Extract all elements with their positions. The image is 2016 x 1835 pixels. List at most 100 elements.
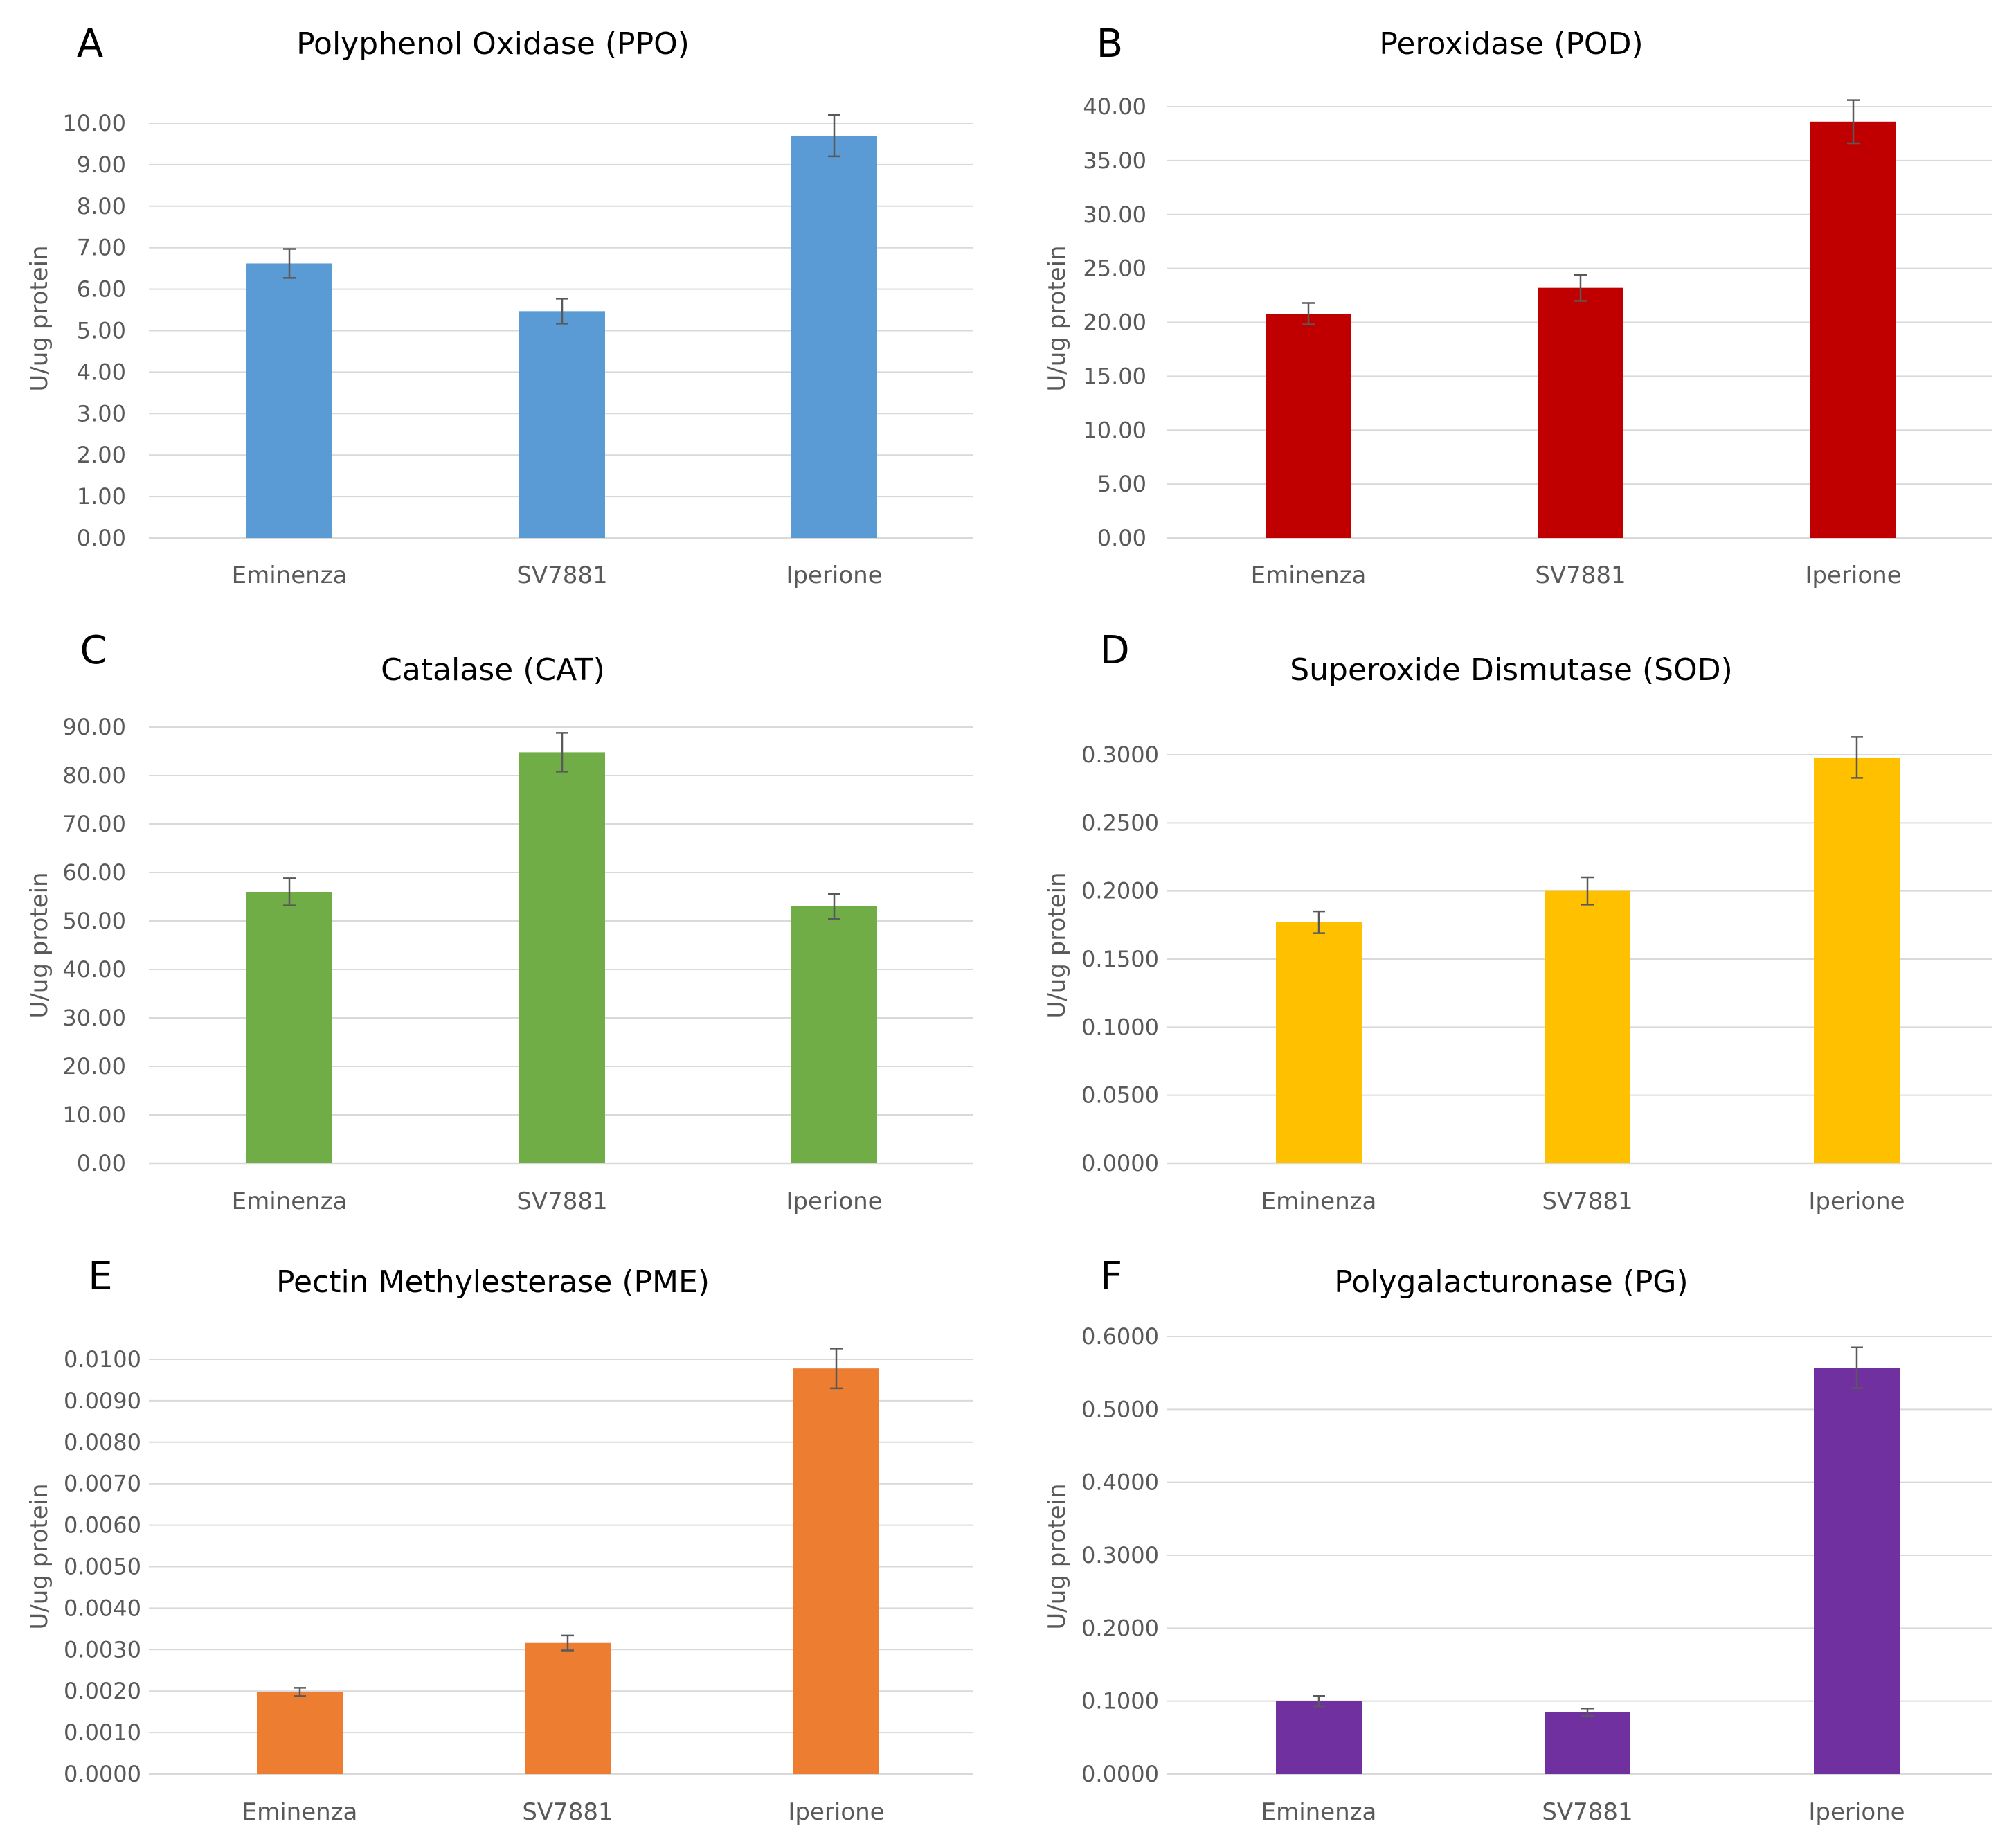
error-bar-c-iperione xyxy=(828,893,840,920)
y-axis-title-e: U/ug protein xyxy=(26,1483,53,1629)
category-label-b: Eminenza xyxy=(1251,562,1367,589)
y-tick-label-c: 30.00 xyxy=(62,1005,126,1031)
bar-f-eminenza xyxy=(1276,1701,1362,1774)
bar-e-iperione xyxy=(793,1368,879,1774)
panel-letter-c: C xyxy=(80,628,107,673)
category-label-b: SV7881 xyxy=(1535,562,1626,589)
chart-title-e: Pectin Methylesterase (PME) xyxy=(276,1264,710,1300)
panel-letter-e: E xyxy=(88,1254,112,1299)
error-bar-c-sv7881 xyxy=(556,732,568,773)
y-tick-label-f: 0.3000 xyxy=(1081,1542,1159,1568)
y-tick-label-d: 0.3000 xyxy=(1081,742,1159,768)
y-tick-label-c: 0.00 xyxy=(77,1150,126,1176)
y-tick-label-d: 0.0000 xyxy=(1081,1150,1159,1176)
y-tick-label-a: 10.00 xyxy=(62,110,126,136)
y-axis-title-a: U/ug protein xyxy=(26,245,53,391)
y-axis-title-f: U/ug protein xyxy=(1043,1483,1071,1629)
y-tick-label-a: 3.00 xyxy=(77,400,126,427)
y-tick-label-a: 1.00 xyxy=(77,483,126,510)
y-tick-label-c: 90.00 xyxy=(62,714,126,740)
category-label-b: Iperione xyxy=(1805,562,1901,589)
y-tick-label-a: 2.00 xyxy=(77,442,126,468)
error-bar-a-eminenza xyxy=(283,248,296,279)
error-bar-f-sv7881 xyxy=(1581,1707,1594,1717)
y-tick-label-d: 0.1000 xyxy=(1081,1014,1159,1040)
y-tick-label-a: 9.00 xyxy=(77,152,126,178)
category-label-a: Iperione xyxy=(786,562,882,589)
y-tick-label-e: 0.0030 xyxy=(64,1636,141,1663)
category-label-c: Iperione xyxy=(786,1188,882,1215)
error-bar-a-iperione xyxy=(828,114,840,158)
y-tick-label-c: 10.00 xyxy=(62,1102,126,1128)
error-bar-e-sv7881 xyxy=(561,1634,574,1652)
panel-letter-f: F xyxy=(1100,1254,1122,1299)
bar-c-eminenza xyxy=(246,892,332,1163)
y-tick-label-a: 7.00 xyxy=(77,235,126,261)
y-tick-label-e: 0.0100 xyxy=(64,1346,141,1372)
y-axis-title-c: U/ug protein xyxy=(26,872,53,1018)
category-label-d: SV7881 xyxy=(1542,1188,1632,1215)
error-bar-a-sv7881 xyxy=(556,298,568,325)
y-tick-label-e: 0.0000 xyxy=(64,1761,141,1787)
bar-b-iperione xyxy=(1810,121,1896,538)
y-tick-label-e: 0.0050 xyxy=(64,1554,141,1580)
y-tick-label-b: 10.00 xyxy=(1083,417,1146,443)
y-tick-label-f: 0.0000 xyxy=(1081,1761,1159,1787)
y-tick-label-d: 0.0500 xyxy=(1081,1082,1159,1109)
y-tick-label-d: 0.1500 xyxy=(1081,946,1159,972)
error-bar-d-iperione xyxy=(1851,736,1863,779)
y-tick-label-a: 0.00 xyxy=(77,525,126,551)
chart-title-d: Superoxide Dismutase (SOD) xyxy=(1290,652,1733,688)
category-label-c: Eminenza xyxy=(232,1188,348,1215)
error-bar-b-sv7881 xyxy=(1574,274,1587,302)
bar-c-iperione xyxy=(791,906,877,1163)
y-tick-label-d: 0.2500 xyxy=(1081,809,1159,836)
bar-d-iperione xyxy=(1814,757,1900,1163)
category-label-e: Iperione xyxy=(788,1798,884,1826)
error-bar-d-sv7881 xyxy=(1581,876,1594,906)
y-tick-label-b: 35.00 xyxy=(1083,147,1146,174)
category-label-e: SV7881 xyxy=(522,1798,613,1826)
y-axis-title-d: U/ug protein xyxy=(1043,872,1071,1018)
error-bar-e-eminenza xyxy=(294,1687,306,1697)
category-label-f: SV7881 xyxy=(1542,1798,1632,1826)
bar-a-sv7881 xyxy=(519,311,605,538)
y-tick-label-f: 0.6000 xyxy=(1081,1323,1159,1350)
bar-c-sv7881 xyxy=(519,752,605,1163)
y-tick-label-e: 0.0060 xyxy=(64,1512,141,1539)
panel-letter-a: A xyxy=(77,21,103,66)
bar-d-sv7881 xyxy=(1545,890,1630,1163)
bar-b-eminenza xyxy=(1266,314,1351,538)
y-tick-label-a: 6.00 xyxy=(77,276,126,303)
y-tick-label-c: 60.00 xyxy=(62,859,126,886)
category-label-d: Eminenza xyxy=(1261,1188,1377,1215)
y-tick-label-c: 70.00 xyxy=(62,811,126,837)
bar-f-sv7881 xyxy=(1545,1712,1630,1774)
error-bar-f-eminenza xyxy=(1313,1695,1325,1708)
panel-letter-b: B xyxy=(1097,21,1123,66)
y-tick-label-b: 5.00 xyxy=(1097,471,1146,497)
bar-e-sv7881 xyxy=(525,1642,611,1774)
category-label-a: SV7881 xyxy=(516,562,607,589)
category-label-f: Iperione xyxy=(1808,1798,1905,1826)
y-tick-label-b: 25.00 xyxy=(1083,256,1146,282)
error-bar-f-iperione xyxy=(1851,1346,1863,1390)
category-label-f: Eminenza xyxy=(1261,1798,1377,1826)
chart-title-c: Catalase (CAT) xyxy=(381,652,605,688)
bar-f-iperione xyxy=(1814,1368,1900,1774)
chart-title-f: Polygalacturonase (PG) xyxy=(1334,1264,1688,1300)
y-tick-label-b: 0.00 xyxy=(1097,525,1146,551)
bar-a-iperione xyxy=(791,135,877,539)
y-tick-label-f: 0.5000 xyxy=(1081,1396,1159,1422)
y-axis-title-b: U/ug protein xyxy=(1043,245,1071,391)
y-tick-label-c: 20.00 xyxy=(62,1053,126,1080)
y-tick-label-a: 4.00 xyxy=(77,359,126,385)
y-tick-label-b: 20.00 xyxy=(1083,310,1146,336)
bar-d-eminenza xyxy=(1276,922,1362,1163)
y-tick-label-f: 0.1000 xyxy=(1081,1688,1159,1715)
y-tick-label-c: 50.00 xyxy=(62,908,126,934)
category-label-d: Iperione xyxy=(1808,1188,1905,1215)
chart-title-a: Polyphenol Oxidase (PPO) xyxy=(296,26,690,62)
